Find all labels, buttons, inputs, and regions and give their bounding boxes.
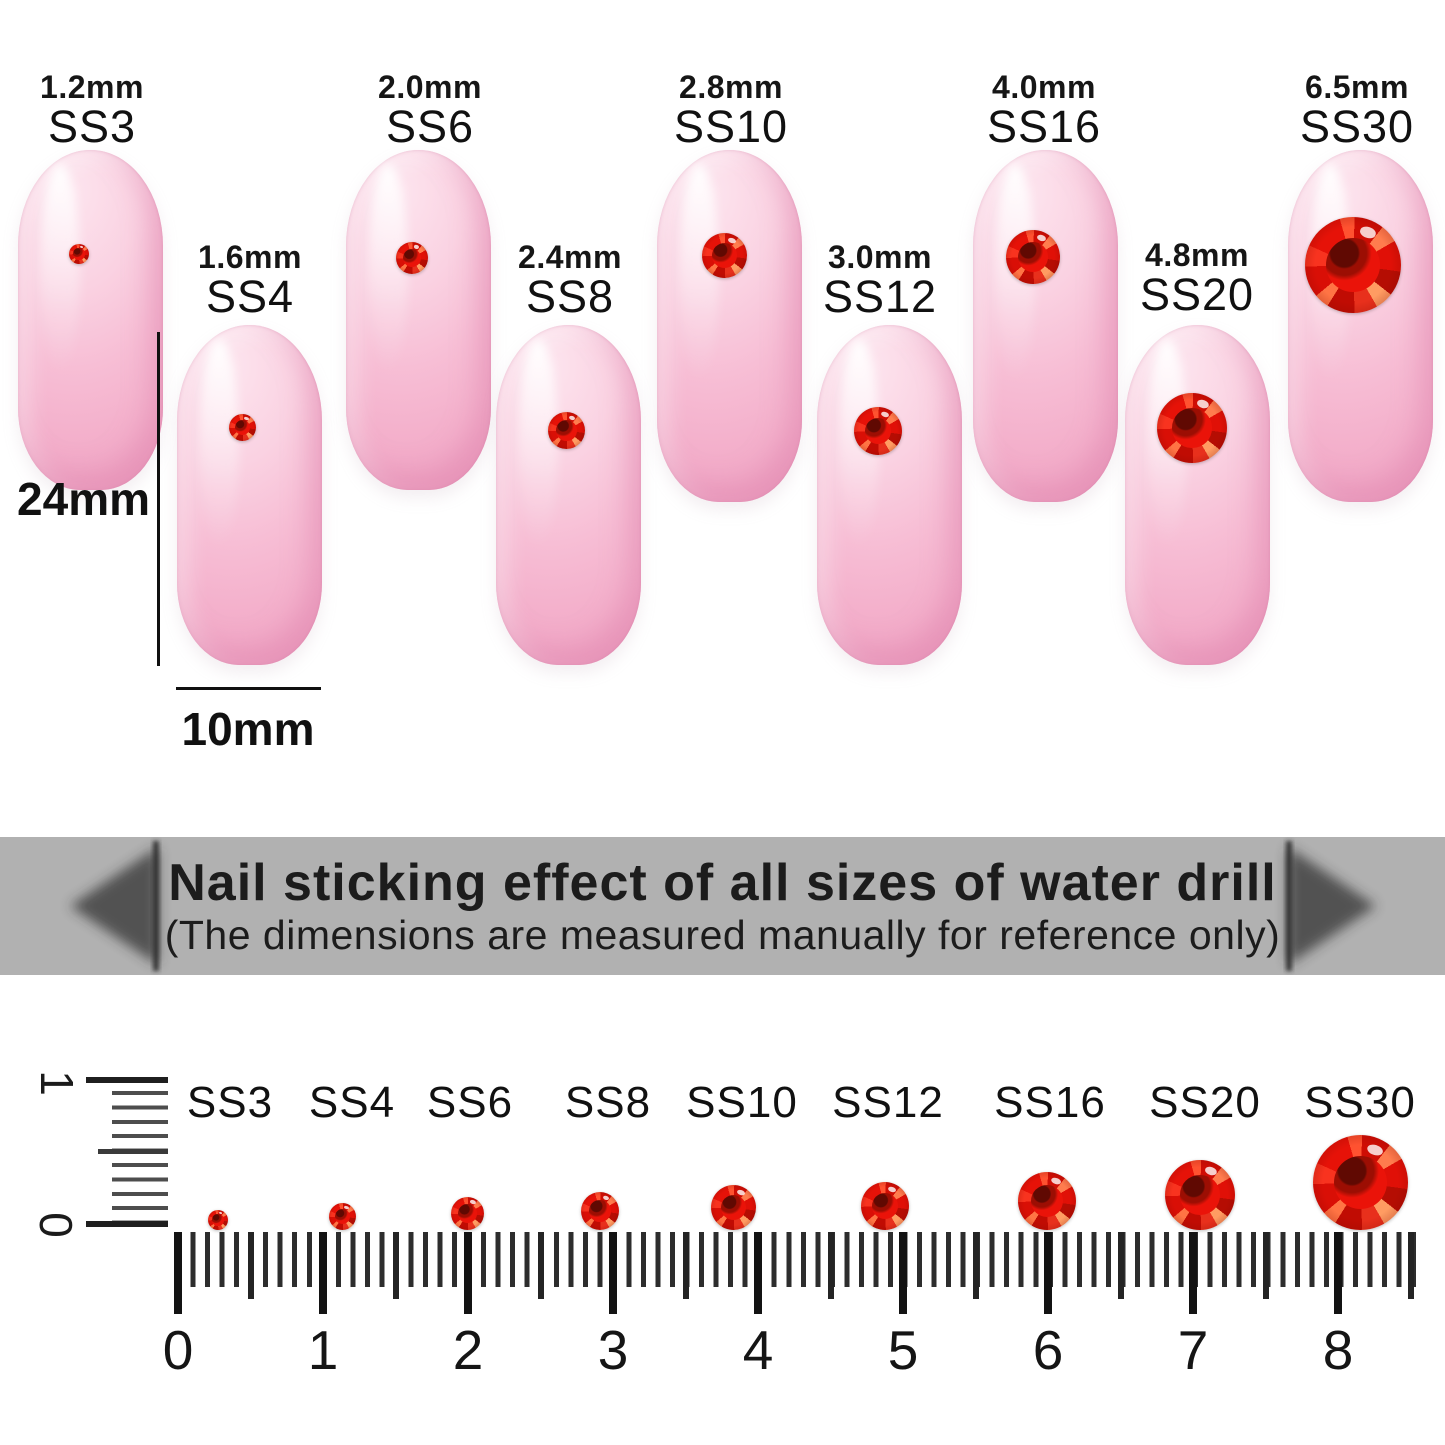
- size-mm-label: 1.2mm: [40, 69, 144, 105]
- ruler-number: 6: [1032, 1319, 1064, 1381]
- size-caption: 3.0mm SS12: [823, 240, 937, 320]
- ruler-size-label: SS16: [994, 1078, 1106, 1127]
- nail-length-line: [157, 332, 160, 666]
- rhinestone-gem: [329, 1203, 356, 1230]
- banner-title: Nail sticking effect of all sizes of wat…: [168, 854, 1277, 912]
- nail-photo: [973, 150, 1118, 502]
- rhinestone-gem: [208, 1210, 228, 1230]
- nail-photo: [1125, 325, 1270, 665]
- size-caption: 6.5mm SS30: [1300, 70, 1414, 150]
- ruler-size-label: SS8: [564, 1078, 652, 1127]
- ruler-number: 7: [1177, 1319, 1209, 1381]
- ruler-number: 0: [162, 1319, 194, 1381]
- ruler-size-label: SS4: [308, 1078, 396, 1127]
- size-ss-label: SS30: [1299, 101, 1415, 152]
- rhinestone-gem: [1006, 230, 1060, 284]
- right-arrow-shadow-icon: [1288, 847, 1376, 965]
- size-ss-label: SS8: [525, 271, 615, 322]
- nail-photo: [817, 325, 962, 665]
- vertical-ruler-number-bottom: 0: [30, 1212, 82, 1238]
- size-caption: 1.2mm SS3: [40, 70, 144, 150]
- size-ss-label: SS10: [673, 101, 789, 152]
- size-ss-label: SS6: [385, 101, 475, 152]
- rhinestone-gem: [702, 233, 747, 278]
- rhinestone-gem: [548, 412, 585, 449]
- size-caption: 2.4mm SS8: [518, 240, 622, 320]
- rhinestone-gem: [1305, 217, 1401, 313]
- rhinestone-gem: [711, 1185, 756, 1230]
- rhinestone-gem: [69, 244, 89, 264]
- ruler-number: 2: [452, 1319, 484, 1381]
- vertical-ruler-minor-ticks: [112, 1091, 168, 1221]
- size-ss-label: SS3: [47, 101, 137, 152]
- ruler-number: 1: [307, 1319, 339, 1381]
- rhinestone-gem: [854, 407, 902, 455]
- size-caption: 1.6mm SS4: [198, 240, 302, 320]
- ruler-size-label: SS30: [1304, 1078, 1416, 1127]
- rhinestone-gem: [861, 1182, 909, 1230]
- size-mm-label: 1.6mm: [198, 239, 302, 275]
- ruler-integer-ticks: [174, 1232, 1346, 1314]
- ruler-number: 8: [1322, 1319, 1354, 1381]
- title-banner: Nail sticking effect of all sizes of wat…: [0, 837, 1445, 975]
- nail-photo: [18, 150, 163, 490]
- size-mm-label: 4.0mm: [992, 69, 1096, 105]
- nail-length-label: 24mm: [17, 473, 150, 525]
- rhinestone-gem: [1157, 393, 1227, 463]
- ruler-number: 5: [887, 1319, 919, 1381]
- nail-photo: [346, 150, 491, 490]
- nail-photo: [1288, 150, 1433, 502]
- size-caption: 4.0mm SS16: [987, 70, 1101, 150]
- vertical-ruler-number-top: 1: [31, 1070, 83, 1096]
- ruler-number: 3: [597, 1319, 629, 1381]
- ruler-size-label: SS10: [686, 1078, 798, 1127]
- nail-width-label: 10mm: [181, 703, 315, 755]
- ruler-size-label: SS6: [426, 1078, 514, 1127]
- size-mm-label: 2.8mm: [679, 69, 783, 105]
- rhinestone-gem: [1165, 1160, 1235, 1230]
- size-ss-label: SS16: [986, 101, 1102, 152]
- vertical-ruler-top-tick: [86, 1077, 168, 1083]
- left-arrow-shadow-icon: [70, 847, 158, 965]
- rhinestone-gem: [1018, 1172, 1076, 1230]
- size-ss-label: SS4: [205, 271, 295, 322]
- nail-photo: [177, 325, 322, 665]
- size-mm-label: 3.0mm: [828, 239, 932, 275]
- size-mm-label: 6.5mm: [1305, 69, 1409, 105]
- rhinestone-gem: [1313, 1135, 1408, 1230]
- nail-photo: [496, 325, 641, 665]
- ruler-size-label: SS20: [1149, 1078, 1261, 1127]
- nail-photo: [657, 150, 802, 502]
- vertical-ruler-half-tick: [98, 1149, 168, 1154]
- size-caption: 4.8mm SS20: [1140, 238, 1254, 318]
- banner-fold-shadow-decoration: [70, 841, 1376, 971]
- rhinestone-gem: [229, 414, 256, 441]
- banner-subtitle: (The dimensions are measured manually fo…: [164, 912, 1281, 958]
- size-caption: 2.8mm SS10: [674, 70, 788, 150]
- rhinestone-gem: [396, 242, 428, 274]
- size-mm-label: 2.0mm: [378, 69, 482, 105]
- size-mm-label: 2.4mm: [518, 239, 622, 275]
- size-caption: 2.0mm SS6: [378, 70, 482, 150]
- nail-width-line: [176, 687, 321, 690]
- size-ss-label: SS20: [1139, 269, 1255, 320]
- vertical-ruler-bottom-tick: [86, 1221, 168, 1227]
- rhinestone-gem: [451, 1197, 484, 1230]
- size-ss-label: SS12: [822, 271, 938, 322]
- size-mm-label: 4.8mm: [1145, 237, 1249, 273]
- ruler-number: 4: [742, 1319, 774, 1381]
- rhinestone-gem: [581, 1192, 619, 1230]
- ruler-size-label: SS12: [832, 1078, 944, 1127]
- ruler-size-label: SS3: [186, 1078, 274, 1127]
